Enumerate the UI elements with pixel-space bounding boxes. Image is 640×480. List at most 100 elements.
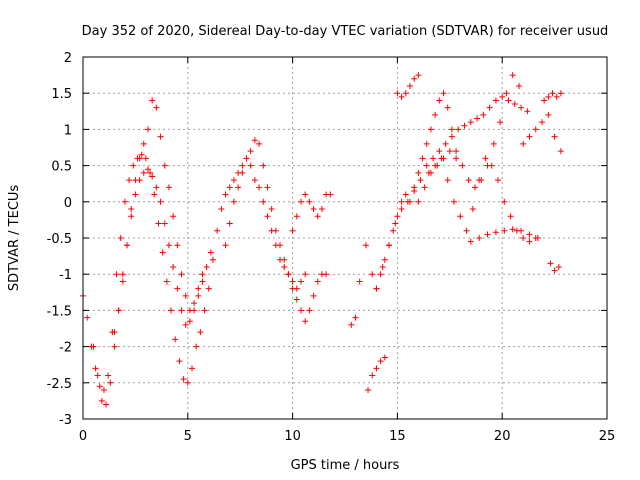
y-tick-label: 2 [64,51,72,66]
data-marks [80,72,564,408]
data-point [268,206,275,213]
data-point [427,126,434,133]
x-tick-label: 5 [184,429,192,444]
data-point [497,119,504,126]
x-tick-label: 15 [389,429,406,444]
data-point [182,292,189,299]
data-point [247,148,254,155]
data-point [98,397,105,404]
data-point [144,126,151,133]
data-point [555,263,562,270]
data-point [264,213,271,220]
data-point [377,271,384,278]
data-point [128,213,135,220]
data-point [532,126,539,133]
data-point [369,372,376,379]
data-point [235,184,242,191]
data-point [520,235,527,241]
data-point [289,227,296,234]
data-point [264,184,271,191]
data-point [195,292,202,299]
data-point [436,148,443,155]
data-point [461,122,468,129]
data-point [306,198,313,205]
data-point [195,285,202,292]
data-point [84,314,91,321]
y-tick-label: -0.5 [47,232,72,247]
data-point [260,198,267,205]
data-point [182,321,189,328]
data-point [488,162,495,169]
data-point [130,162,137,169]
data-point [136,155,143,162]
data-point [207,249,214,256]
data-point [132,191,139,198]
data-point [111,329,118,336]
data-point [503,90,510,97]
data-point [103,401,110,408]
data-point [490,140,497,147]
data-point [92,365,99,372]
x-axis-label: GPS time / hours [291,458,400,473]
data-point [115,307,122,314]
data-point [178,271,185,278]
data-point [541,97,548,104]
data-point [551,133,558,140]
data-point [453,148,460,155]
data-point [398,206,405,213]
data-point [459,162,466,169]
data-point [492,229,499,236]
data-point [381,256,388,263]
data-point [297,278,304,285]
data-point [377,358,384,365]
y-tick-label: -1.5 [47,304,72,319]
data-point [272,227,279,234]
data-point [142,155,149,162]
data-point [545,111,552,118]
data-point [163,278,170,285]
data-point [176,358,183,365]
data-point [170,213,177,220]
data-point [499,93,506,100]
data-point [524,108,531,115]
data-point [448,133,455,140]
data-point [153,104,160,111]
data-point [172,336,179,343]
data-point [406,82,413,89]
data-point [119,278,126,285]
data-point [509,226,516,233]
data-point [553,93,560,100]
data-point [415,169,422,176]
data-point [209,256,216,263]
data-point [157,198,164,205]
data-point [415,198,422,205]
data-point [545,93,552,100]
data-point [310,206,317,213]
data-point [293,213,300,220]
data-point [149,173,156,180]
data-point [520,140,527,147]
data-point [140,140,147,147]
data-point [419,155,426,162]
data-point [165,242,172,249]
data-point [423,162,430,169]
data-point [432,111,439,118]
x-tick-label: 20 [494,429,511,444]
data-point [365,387,372,394]
data-point [222,191,229,198]
data-point [184,379,191,386]
data-point [411,187,418,194]
data-point [111,343,118,350]
data-point [186,318,193,325]
data-point [226,220,233,227]
y-tick-label: 1 [64,123,72,138]
y-tick-label: -3 [59,413,72,428]
data-point [394,213,401,220]
data-point [511,101,518,108]
data-point [471,184,478,191]
data-point [515,82,522,89]
data-point [455,126,462,133]
data-point [362,242,369,249]
data-point [467,119,474,126]
